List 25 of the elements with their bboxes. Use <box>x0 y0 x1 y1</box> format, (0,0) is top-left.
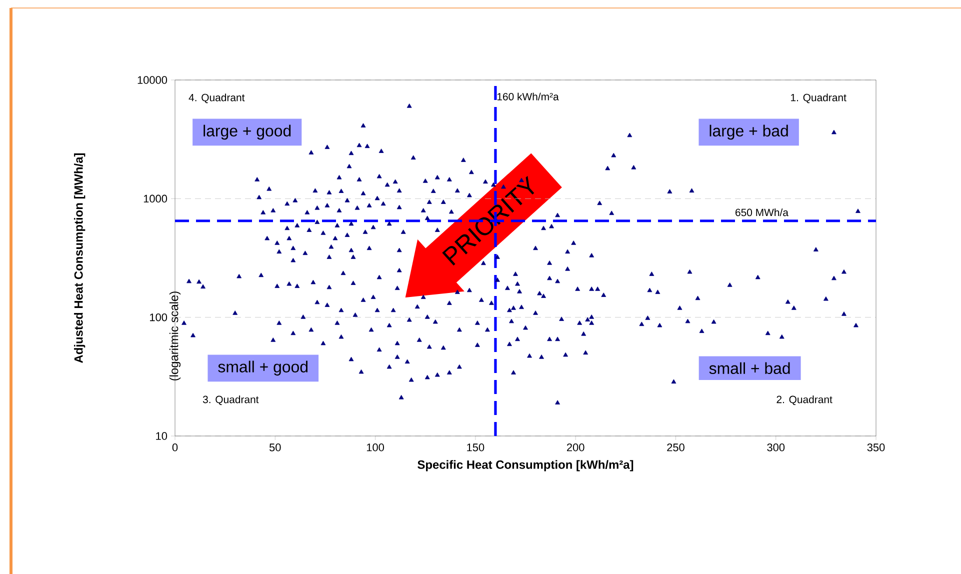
y-tick-label: 10 <box>156 432 168 440</box>
x-tick-label: 300 <box>767 444 785 452</box>
annotation: 3. Quadrant <box>202 396 259 406</box>
y-tick-label: 100 <box>150 313 168 322</box>
x-tick-label: 0 <box>172 444 178 452</box>
annotation: large + bad <box>710 124 788 140</box>
annotation: small + good <box>218 360 308 376</box>
annotation: (logaritmic scale) <box>169 292 181 380</box>
x-axis-title: Specific Heat Consumption [kWh/m²a] <box>418 460 634 472</box>
annotation: 4. Quadrant <box>188 94 245 104</box>
annotation: 1. Quadrant <box>791 94 846 104</box>
x-tick-label: 150 <box>467 444 484 452</box>
y-axis-title: Adjusted Heat Consumption [MWh/a] <box>74 153 86 363</box>
annotation: 2. Quadrant <box>776 396 832 406</box>
x-tick-label: 250 <box>667 444 684 452</box>
y-tick-label: 1000 <box>144 194 168 203</box>
ref-line-label: 160 kWh/m²a <box>497 92 559 100</box>
x-tick-label: 100 <box>366 444 384 452</box>
x-tick-label: 350 <box>867 444 885 452</box>
x-tick-label: 50 <box>269 444 281 452</box>
annotation: small + bad <box>709 362 790 374</box>
y-tick-label: 10000 <box>138 76 168 84</box>
ref-line-label: 650 MWh/a <box>736 208 788 216</box>
x-tick-label: 200 <box>566 444 584 452</box>
annotation: large + good <box>204 124 291 140</box>
